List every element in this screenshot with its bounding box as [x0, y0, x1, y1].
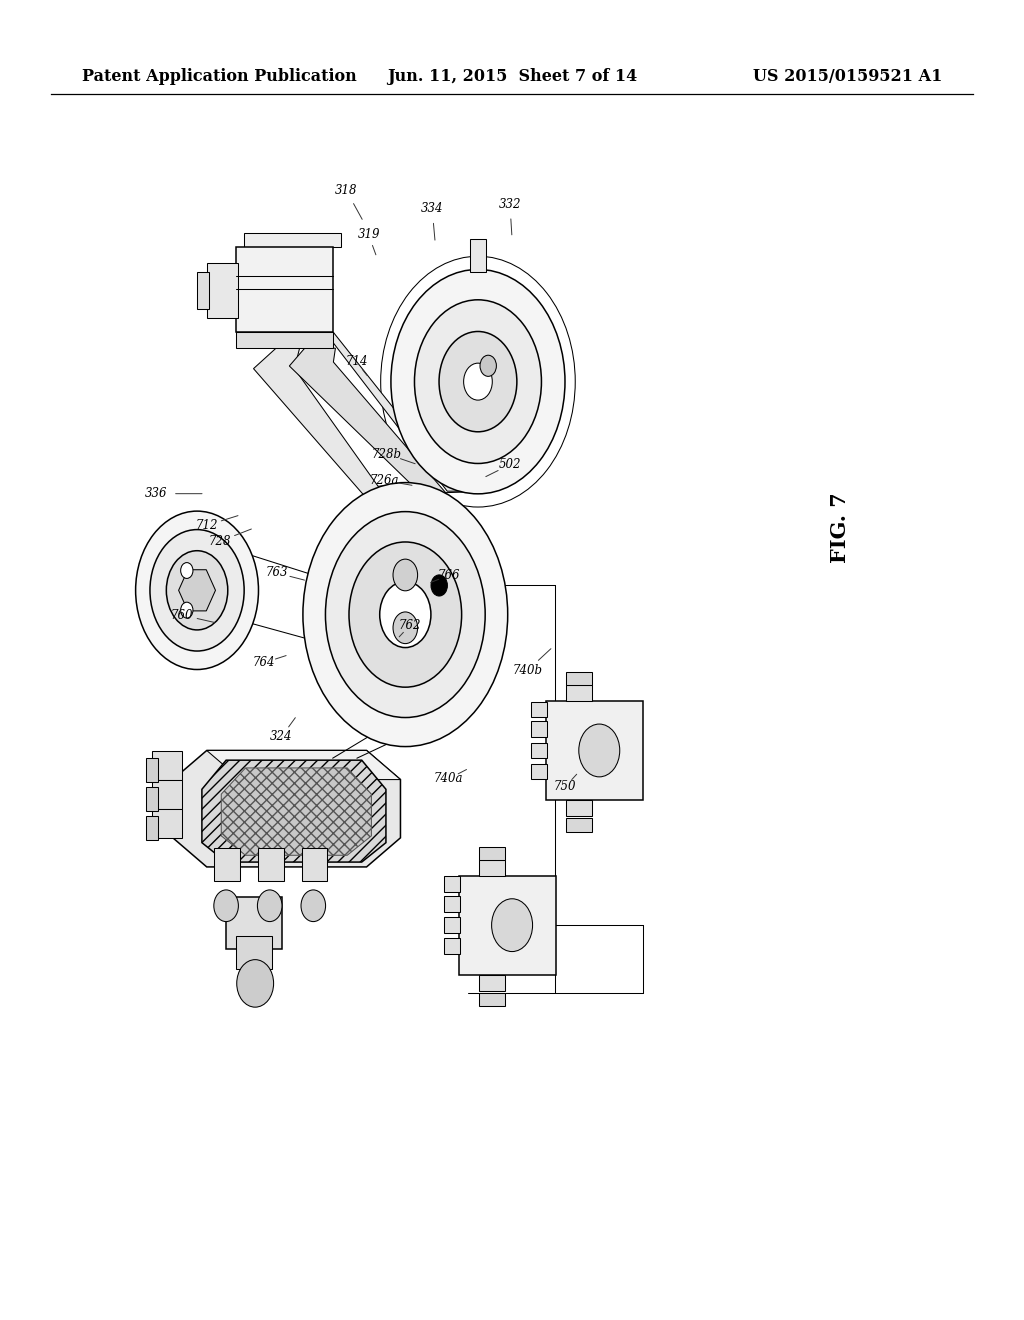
Text: 726a: 726a — [370, 474, 398, 487]
Text: 728: 728 — [209, 535, 231, 548]
Bar — [145, 816, 158, 840]
Text: 502: 502 — [499, 458, 521, 471]
Text: 740b: 740b — [512, 664, 543, 677]
Bar — [459, 875, 556, 974]
Bar — [531, 743, 547, 759]
Text: FIG. 7: FIG. 7 — [829, 492, 850, 564]
Circle shape — [303, 483, 508, 747]
Bar — [531, 722, 547, 738]
Circle shape — [135, 511, 258, 669]
Polygon shape — [202, 760, 386, 862]
Circle shape — [380, 582, 431, 648]
Circle shape — [391, 269, 565, 494]
Text: 763: 763 — [265, 566, 288, 579]
Circle shape — [431, 576, 447, 597]
Circle shape — [214, 890, 239, 921]
Circle shape — [492, 899, 532, 952]
Bar — [566, 672, 592, 685]
Circle shape — [326, 512, 485, 718]
Polygon shape — [221, 768, 372, 855]
Bar — [152, 751, 182, 780]
Bar — [444, 917, 460, 933]
Text: 766: 766 — [437, 569, 460, 582]
Bar — [145, 758, 158, 781]
Bar — [566, 800, 592, 816]
Text: 740a: 740a — [434, 772, 463, 785]
Bar — [470, 239, 486, 272]
Bar — [444, 876, 460, 892]
Text: 332: 332 — [499, 198, 521, 211]
Bar — [566, 685, 592, 701]
Circle shape — [579, 725, 620, 777]
Circle shape — [166, 550, 227, 630]
Bar — [197, 272, 209, 309]
Bar — [479, 846, 505, 859]
Circle shape — [237, 960, 273, 1007]
Circle shape — [257, 890, 282, 921]
Bar — [236, 247, 333, 333]
Circle shape — [439, 331, 517, 432]
Bar — [479, 859, 505, 875]
Circle shape — [393, 560, 418, 591]
Circle shape — [480, 355, 497, 376]
Bar — [152, 809, 182, 838]
Text: Patent Application Publication: Patent Application Publication — [82, 69, 356, 84]
Polygon shape — [207, 751, 400, 780]
Text: 334: 334 — [421, 202, 443, 215]
Text: 324: 324 — [270, 730, 293, 743]
Text: 764: 764 — [253, 656, 275, 669]
Circle shape — [349, 543, 462, 688]
Bar — [244, 234, 341, 247]
Text: 336: 336 — [144, 487, 167, 500]
Bar — [479, 993, 505, 1006]
Text: 318: 318 — [335, 183, 357, 197]
Bar — [145, 787, 158, 810]
Text: 760: 760 — [171, 609, 194, 622]
Bar — [226, 896, 283, 949]
Text: 712: 712 — [196, 519, 218, 532]
Bar — [236, 333, 333, 348]
Bar — [479, 974, 505, 990]
Text: 750: 750 — [554, 780, 577, 793]
Text: 714: 714 — [345, 355, 368, 368]
Bar — [302, 849, 328, 882]
Bar — [258, 849, 284, 882]
Circle shape — [301, 890, 326, 921]
Text: US 2015/0159521 A1: US 2015/0159521 A1 — [753, 69, 942, 84]
Text: 728b: 728b — [372, 447, 402, 461]
Circle shape — [393, 612, 418, 644]
Bar — [531, 702, 547, 718]
Bar — [236, 936, 271, 969]
Text: 762: 762 — [398, 619, 421, 632]
Polygon shape — [254, 348, 385, 496]
Polygon shape — [173, 751, 400, 867]
Bar — [444, 896, 460, 912]
Circle shape — [180, 602, 193, 618]
Circle shape — [415, 300, 542, 463]
Text: Jun. 11, 2015  Sheet 7 of 14: Jun. 11, 2015 Sheet 7 of 14 — [387, 69, 637, 84]
Text: 319: 319 — [357, 228, 380, 242]
Polygon shape — [178, 570, 215, 611]
Bar — [546, 701, 643, 800]
Polygon shape — [326, 333, 460, 491]
Circle shape — [180, 562, 193, 578]
Bar — [152, 780, 182, 809]
Bar — [207, 263, 238, 318]
Bar — [566, 818, 592, 832]
Polygon shape — [290, 348, 449, 499]
Bar — [214, 849, 240, 882]
Bar — [444, 939, 460, 954]
Circle shape — [150, 529, 244, 651]
Bar — [531, 764, 547, 780]
Circle shape — [464, 363, 493, 400]
